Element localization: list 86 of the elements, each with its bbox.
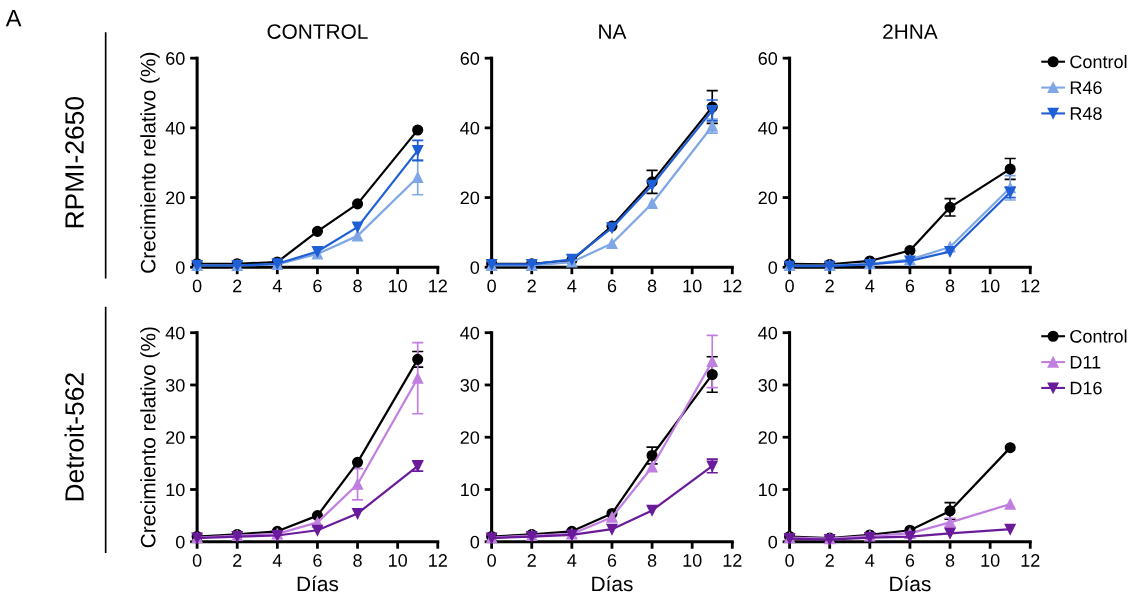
x-axis-title: Días [890,575,931,592]
legend-label: R46 [1070,81,1102,95]
x-tick-label: 2 [527,554,536,567]
y-tick-label: 30 [758,378,778,392]
legend-label: Control [1070,329,1127,343]
x-tick-label: 10 [981,554,1000,567]
x-tick-label: 2 [233,554,242,567]
x-tick-label: 4 [865,279,875,293]
x-tick-label: 8 [945,279,955,293]
x-tick-label: 2 [825,554,834,567]
x-tick-label: 12 [723,554,742,567]
x-tick-label: 10 [683,554,702,567]
x-tick-label: 0 [192,279,202,293]
y-tick-label: 10 [461,483,480,497]
x-tick-label: 4 [272,279,282,293]
x-tick-label: 0 [487,279,496,293]
y-tick-label: 40 [460,121,480,135]
x-tick-label: 12 [1021,279,1040,293]
x-tick-label: 10 [981,279,1000,293]
x-tick-label: 12 [723,279,742,293]
x-tick-label: 6 [313,554,322,567]
text: Detroit-562 [64,373,84,501]
x-tick-label: 8 [647,554,657,567]
y-tick-label: 30 [460,378,480,392]
text: RPMI-2650 [65,97,84,228]
y-axis-title: Crecimiento relativo (%) [140,52,160,273]
y-tick-label: 0 [470,261,480,274]
x-tick-label: 0 [785,279,794,293]
x-tick-label: 8 [353,279,362,293]
legend-label: D11 [1070,355,1101,369]
y-tick-label: 60 [460,52,480,65]
x-tick-label: 0 [487,554,496,567]
y-tick-label: 20 [758,191,778,205]
x-tick-label: 10 [683,279,702,293]
y-tick-label: 20 [460,431,480,444]
y-tick-label: 20 [166,191,185,205]
chart-title: NA [599,24,627,39]
y-tick-label: 10 [759,483,778,497]
x-tick-label: 6 [905,279,915,293]
x-tick-label: 6 [607,279,617,293]
x-tick-label: 0 [192,554,202,567]
y-tick-label: 20 [166,431,185,444]
y-tick-label: 60 [758,52,778,65]
x-tick-label: 0 [785,554,794,567]
x-axis-title: Días [297,575,339,592]
text: A [5,9,22,27]
legend-label: D16 [1070,381,1102,395]
x-axis-title: Días [592,575,633,592]
y-axis-title: Crecimiento relativo (%) [140,327,160,548]
x-tick-label: 10 [389,279,407,293]
x-tick-label: 6 [607,554,617,567]
x-tick-label: 2 [527,279,536,293]
y-tick-label: 0 [470,535,480,549]
y-tick-label: 0 [768,535,778,549]
x-tick-label: 4 [567,554,577,567]
chart-title: CONTROL [267,24,368,39]
y-tick-label: 0 [768,261,778,274]
x-tick-label: 2 [233,279,242,293]
legend-label: R48 [1070,107,1102,120]
y-tick-label: 20 [460,191,480,205]
x-tick-label: 6 [905,554,915,567]
x-tick-label: 4 [865,554,875,567]
y-tick-label: 0 [175,535,185,549]
x-tick-label: 12 [1021,554,1040,567]
x-tick-label: 4 [272,554,282,567]
legend-label: Control [1070,54,1127,69]
x-tick-label: 12 [429,554,447,567]
y-tick-label: 40 [165,121,185,135]
x-tick-label: 10 [389,554,407,567]
x-tick-label: 8 [945,554,955,567]
x-tick-label: 8 [647,279,657,293]
y-tick-label: 40 [758,121,778,135]
y-tick-label: 30 [165,378,185,392]
y-tick-label: 0 [175,261,185,274]
y-tick-label: 10 [166,483,185,497]
chart-title: 2HNA [883,24,938,39]
x-tick-label: 8 [353,554,362,567]
y-tick-label: 40 [165,326,185,340]
y-tick-label: 60 [166,52,185,65]
y-tick-label: 20 [758,431,778,444]
x-tick-label: 12 [429,279,447,293]
x-tick-label: 2 [825,279,834,293]
y-tick-label: 40 [758,326,778,340]
x-tick-label: 4 [567,279,577,293]
y-tick-label: 40 [460,326,480,340]
x-tick-label: 6 [313,279,322,293]
